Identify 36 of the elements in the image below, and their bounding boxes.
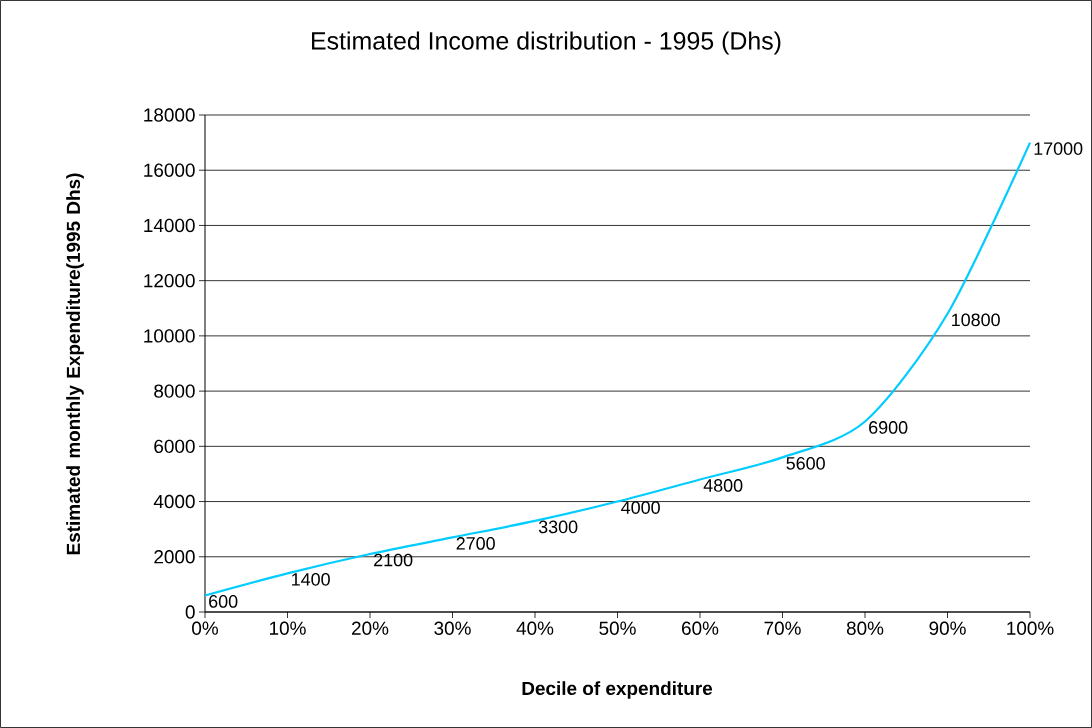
chart-title: Estimated Income distribution - 1995 (Dhs): [312, 31, 781, 55]
y-tick-label: 16000: [144, 163, 195, 177]
y-tick-label: 18000: [144, 108, 195, 122]
x-tick-label: 10%: [270, 621, 306, 635]
data-label: 10800: [952, 313, 1000, 327]
data-label: 6900: [869, 421, 908, 434]
y-tick-label: 14000: [144, 218, 195, 233]
x-tick-label: 20%: [352, 621, 389, 635]
y-tick-label: 4000: [153, 494, 195, 509]
y-tick-label: 8000: [154, 384, 195, 398]
y-tick-label: 10000: [144, 329, 195, 343]
data-label: 4800: [703, 479, 743, 492]
y-tick-label: 6000: [154, 439, 195, 454]
y-tick-label: 0: [185, 605, 195, 619]
x-tick-label: 50%: [599, 621, 636, 635]
x-tick-label: 100%: [1007, 621, 1054, 635]
x-tick-label: 80%: [846, 621, 884, 635]
data-label: 3300: [538, 520, 578, 534]
data-label: 17000: [1034, 142, 1083, 155]
x-axis-title: Decile of expenditure: [522, 681, 713, 699]
x-tick-label: 40%: [516, 621, 554, 635]
data-label: 2100: [374, 553, 413, 567]
x-tick-label: 60%: [682, 621, 719, 635]
line-series: [203, 141, 1032, 597]
x-tick-label: 0%: [192, 621, 218, 635]
data-label: 4000: [621, 501, 660, 514]
y-tick-label: 12000: [144, 273, 195, 288]
x-tick-label: 30%: [434, 621, 471, 635]
data-label: 600: [209, 595, 238, 608]
data-label: 2700: [456, 537, 495, 550]
y-axis-title: Estimated monthly Expenditure(1995 Dhs): [66, 173, 84, 555]
data-label: 1400: [292, 572, 330, 586]
data-label: 5600: [786, 457, 825, 470]
y-tick-label: 2000: [154, 550, 195, 564]
x-tick-label: 90%: [929, 621, 966, 635]
x-tick-label: 70%: [764, 621, 801, 635]
